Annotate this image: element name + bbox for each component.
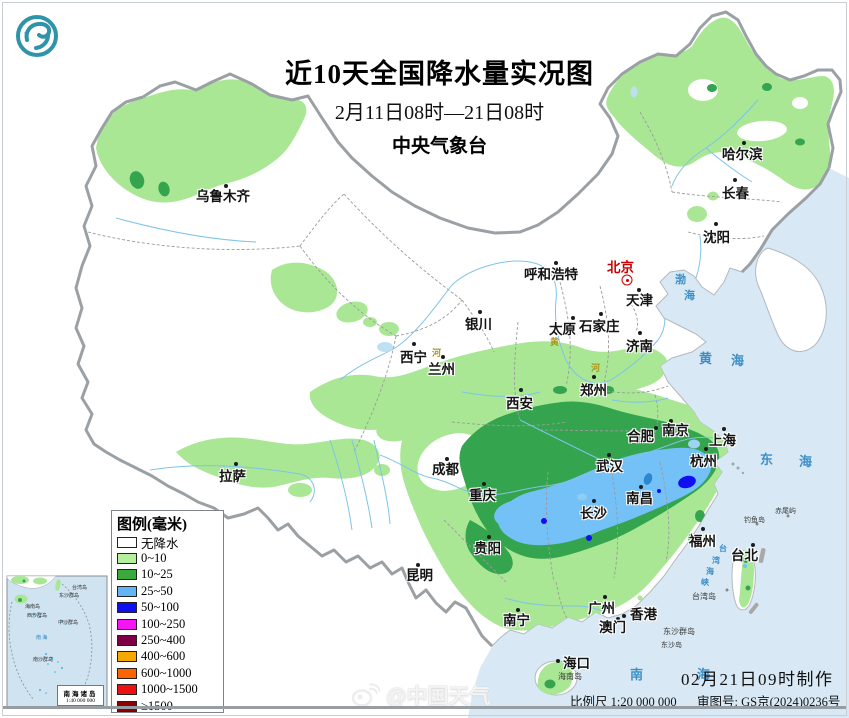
legend-swatch xyxy=(117,618,137,630)
legend-item-label: 0~10 xyxy=(141,551,167,566)
legend-swatch xyxy=(117,684,137,696)
legend-item: 10~25 xyxy=(117,567,223,583)
watermark: @中国天气 xyxy=(350,680,490,710)
legend-item-label: 10~25 xyxy=(141,567,173,582)
production-time: 02月21日09时制作 xyxy=(681,670,834,689)
map-frame-bottom-line xyxy=(3,706,846,709)
legend-swatch xyxy=(117,585,137,597)
map-subtitle-period: 2月11日08时—21日08时 xyxy=(334,102,545,124)
legend-item-label: ≥1500 xyxy=(141,699,173,714)
rain-25-50-areas xyxy=(494,447,712,546)
china-weather-logo xyxy=(14,13,60,64)
legend-item: 50~100 xyxy=(117,600,223,616)
legend-item-label: 1000~1500 xyxy=(141,682,198,697)
inset-island-dots xyxy=(32,612,67,694)
legend-item: 100~250 xyxy=(117,616,223,632)
national-border xyxy=(74,10,843,648)
legend-item-label: 100~250 xyxy=(141,616,186,631)
legend-items: 无降水 0~10 10~25 25~50 50~100 100~250 250~400 400… xyxy=(117,534,223,714)
legend-item-label: 25~50 xyxy=(141,583,173,598)
legend-item: 无降水 xyxy=(117,534,223,551)
lakes xyxy=(377,86,700,501)
weibo-icon xyxy=(351,683,380,707)
legend-title: 图例(毫米) xyxy=(117,517,187,533)
agency-name: 中央气象台 xyxy=(391,136,487,157)
legend-item: 250~400 xyxy=(117,632,223,648)
legend-swatch xyxy=(117,569,137,581)
rain-50-100-areas xyxy=(541,475,696,541)
title-block: 近10天全国降水量实况图 2月11日08时—21日08时 中央气象台 xyxy=(30,52,849,158)
legend-item: 25~50 xyxy=(117,583,223,599)
korea-peninsula xyxy=(755,247,827,353)
watermark-text: @中国天气 xyxy=(386,685,491,708)
legend-swatch xyxy=(117,667,137,679)
legend-swatch xyxy=(117,651,137,663)
map-scale: 比例尺 1:20 000 000 xyxy=(570,695,677,709)
legend-item-label: 50~100 xyxy=(141,600,180,615)
legend-item-label: 600~1000 xyxy=(141,665,192,680)
legend-item-label: 400~600 xyxy=(141,649,186,664)
legend-item: 400~600 xyxy=(117,649,223,665)
rivers xyxy=(115,99,759,613)
inset-caption-scale: 1:40 000 000 xyxy=(65,698,96,704)
islands xyxy=(534,462,790,696)
legend-box: 图例(毫米) 无降水 0~10 10~25 25~50 50~100 100~250 250… xyxy=(111,510,224,713)
inset-caption-title: 南海诸岛 xyxy=(63,691,98,698)
legend-item: 1000~1500 xyxy=(117,682,223,698)
approval-number: 审图号: GS京(2024)0236号 xyxy=(697,695,841,709)
precipitation-layer xyxy=(87,17,834,646)
legend-swatch xyxy=(117,536,137,548)
legend-item-label: 250~400 xyxy=(141,633,186,648)
legend-item: 0~10 xyxy=(117,550,223,566)
map-title: 近10天全国降水量实况图 xyxy=(285,59,594,89)
legend-swatch xyxy=(117,635,137,647)
province-boundaries xyxy=(87,111,783,621)
legend-swatch xyxy=(117,553,137,565)
china-weather-dragon-icon xyxy=(16,15,58,57)
inset-caption-box: 南海诸岛 1:40 000 000 xyxy=(57,685,104,706)
legend-item: 600~1000 xyxy=(117,665,223,681)
legend-swatch xyxy=(117,602,137,614)
legend-item-label: 无降水 xyxy=(141,536,179,551)
